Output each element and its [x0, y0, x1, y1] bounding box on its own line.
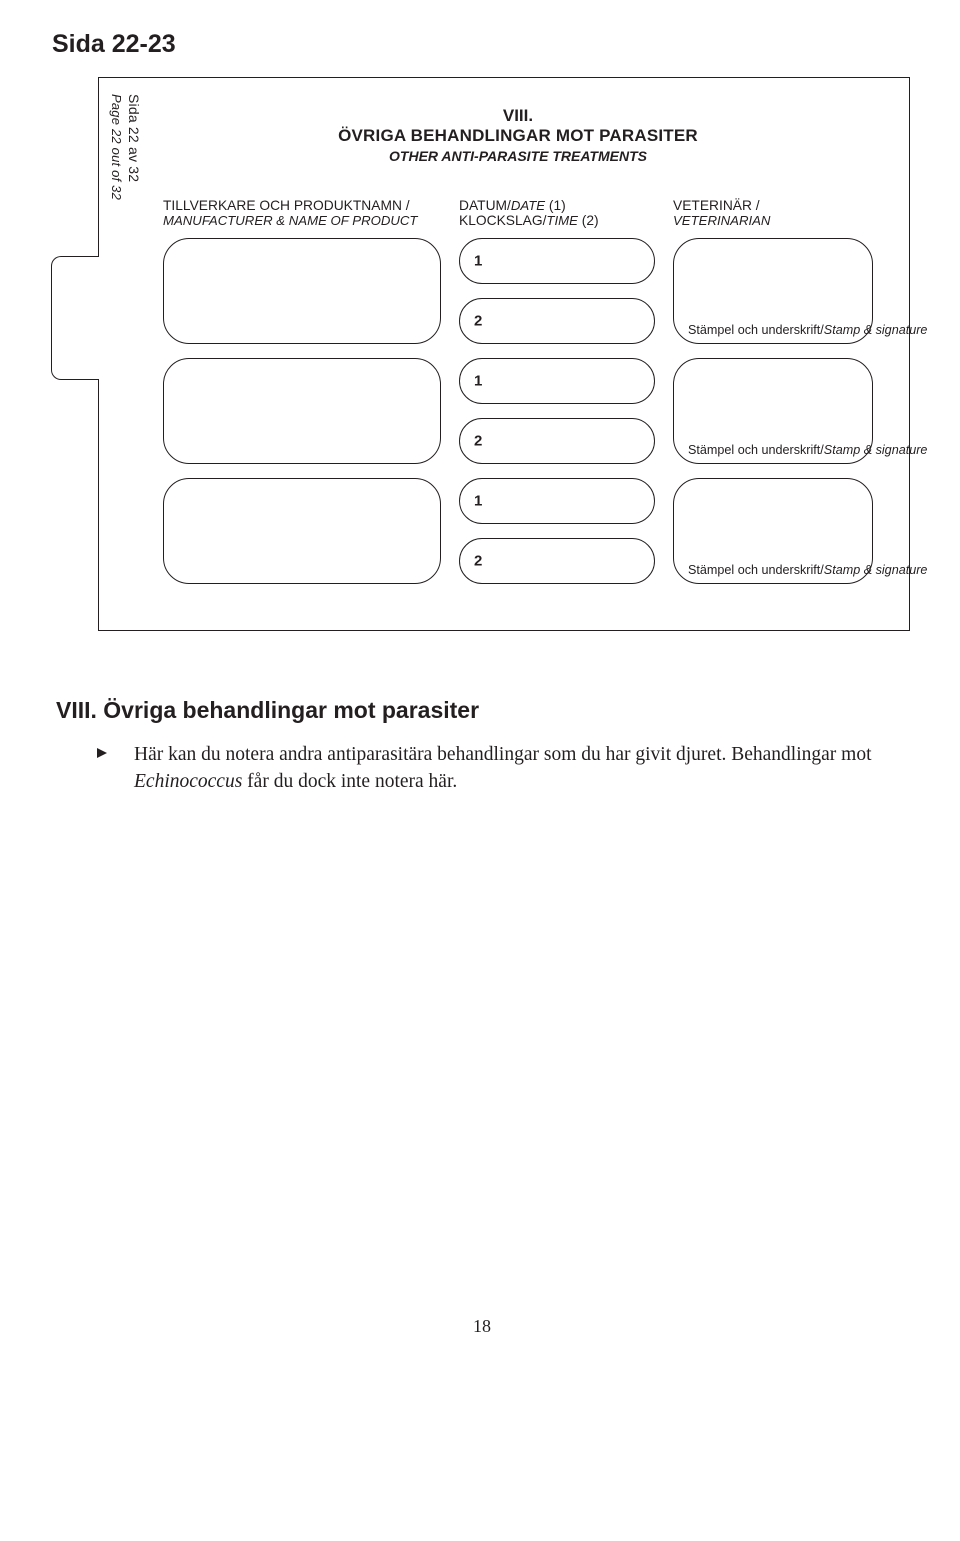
- page-title: Sida 22-23: [52, 30, 912, 59]
- body-heading: VIII. Övriga behandlingar mot parasiter: [56, 697, 912, 724]
- card-heading: VIII. ÖVRIGA BEHANDLINGAR MOT PARASITER …: [163, 106, 873, 164]
- date-field: 1: [459, 478, 655, 524]
- sig-en: Stamp & signature: [824, 563, 928, 577]
- body-text-a: Här kan du notera andra antiparasitära b…: [134, 744, 872, 765]
- datetime-stack: 1 2: [459, 478, 655, 584]
- field-number-2: 2: [474, 313, 482, 330]
- sig-sv: Stämpel och underskrift/: [688, 443, 824, 457]
- side-label-en: Page 22 out of 32: [109, 94, 124, 200]
- card-title-sv: ÖVRIGA BEHANDLINGAR MOT PARASITER: [163, 126, 873, 146]
- side-label-sv: Sida 22 av 32: [126, 94, 142, 200]
- product-field: [163, 238, 441, 344]
- body-text-b: får du dock inte notera här.: [242, 771, 457, 792]
- header-colB-tail2: (2): [578, 213, 599, 228]
- date-field: 1: [459, 238, 655, 284]
- signature-field: Stämpel och underskrift/Stamp & signatur…: [673, 478, 873, 584]
- field-number-1: 1: [474, 373, 482, 390]
- header-colA-sv: TILLVERKARE OCH PRODUKTNAMN /: [163, 198, 441, 213]
- header-colA-en: MANUFACTURER & NAME OF PRODUCT: [163, 213, 441, 228]
- triangle-bullet-icon: [96, 742, 108, 796]
- header-colB-tail1: (1): [545, 198, 566, 213]
- product-field: [163, 358, 441, 464]
- side-tab-stub: [51, 256, 99, 380]
- field-number-2: 2: [474, 553, 482, 570]
- header-colB-line2: KLOCKSLAG/TIME (2): [459, 213, 655, 228]
- header-colC: VETERINÄR / VETERINARIAN: [673, 198, 873, 228]
- time-field: 2: [459, 298, 655, 344]
- form-row: 1 2 Stämpel och underskrift/Stamp & sign…: [163, 478, 873, 584]
- time-field: 2: [459, 538, 655, 584]
- body-text-italic: Echinococcus: [134, 771, 242, 792]
- body-paragraph: Här kan du notera andra antiparasitära b…: [134, 742, 912, 796]
- field-number-1: 1: [474, 253, 482, 270]
- body-bullet-row: Här kan du notera andra antiparasitära b…: [96, 742, 912, 796]
- time-field: 2: [459, 418, 655, 464]
- header-colB-line1: DATUM/DATE (1): [459, 198, 655, 213]
- signature-field: Stämpel och underskrift/Stamp & signatur…: [673, 358, 873, 464]
- header-colB-date-it: DATE: [511, 198, 545, 213]
- side-page-labels: Page 22 out of 32 Sida 22 av 32: [109, 94, 142, 200]
- header-colC-en: VETERINARIAN: [673, 213, 873, 228]
- header-colA: TILLVERKARE OCH PRODUKTNAMN / MANUFACTUR…: [163, 198, 441, 228]
- header-colC-sv: VETERINÄR /: [673, 198, 873, 213]
- card-roman: VIII.: [163, 106, 873, 126]
- header-colB-klock: KLOCKSLAG/: [459, 213, 546, 228]
- datetime-stack: 1 2: [459, 358, 655, 464]
- field-number-1: 1: [474, 493, 482, 510]
- page: Sida 22-23 Page 22 out of 32 Sida 22 av …: [0, 0, 960, 1377]
- signature-caption: Stämpel och underskrift/Stamp & signatur…: [688, 563, 858, 577]
- field-number-2: 2: [474, 433, 482, 450]
- sig-en: Stamp & signature: [824, 323, 928, 337]
- form-rows: 1 2 Stämpel och underskrift/Stamp & sign…: [163, 238, 873, 584]
- card-title-en: OTHER ANTI-PARASITE TREATMENTS: [163, 148, 873, 164]
- sig-sv: Stämpel och underskrift/: [688, 323, 824, 337]
- page-number: 18: [52, 1316, 912, 1337]
- form-row: 1 2 Stämpel och underskrift/Stamp & sign…: [163, 238, 873, 344]
- datetime-stack: 1 2: [459, 238, 655, 344]
- sig-sv: Stämpel och underskrift/: [688, 563, 824, 577]
- date-field: 1: [459, 358, 655, 404]
- form-row: 1 2 Stämpel och underskrift/Stamp & sign…: [163, 358, 873, 464]
- sig-en: Stamp & signature: [824, 443, 928, 457]
- form-card: Page 22 out of 32 Sida 22 av 32 VIII. ÖV…: [98, 77, 910, 631]
- signature-field: Stämpel och underskrift/Stamp & signatur…: [673, 238, 873, 344]
- header-colB: DATUM/DATE (1) KLOCKSLAG/TIME (2): [459, 198, 655, 228]
- column-headers: TILLVERKARE OCH PRODUKTNAMN / MANUFACTUR…: [163, 198, 873, 228]
- signature-caption: Stämpel och underskrift/Stamp & signatur…: [688, 323, 858, 337]
- signature-caption: Stämpel och underskrift/Stamp & signatur…: [688, 443, 858, 457]
- product-field: [163, 478, 441, 584]
- header-colB-datum: DATUM/: [459, 198, 511, 213]
- header-colB-time-it: TIME: [546, 213, 578, 228]
